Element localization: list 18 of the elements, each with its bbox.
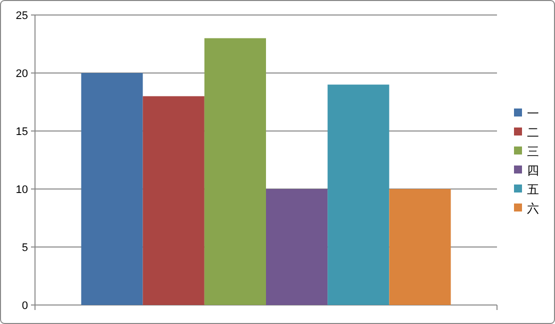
legend-label: 一 bbox=[527, 106, 539, 120]
legend-label: 三 bbox=[527, 144, 539, 158]
bar bbox=[204, 38, 266, 305]
bar bbox=[389, 189, 451, 305]
y-tick-label: 0 bbox=[22, 300, 28, 312]
bar bbox=[266, 189, 328, 305]
legend-label: 二 bbox=[527, 126, 539, 140]
legend-label: 六 bbox=[527, 202, 539, 216]
y-tick-label: 20 bbox=[16, 68, 28, 80]
bar bbox=[81, 73, 143, 305]
y-tick-label: 10 bbox=[16, 184, 28, 196]
bar bbox=[328, 84, 390, 305]
y-tick-label: 5 bbox=[22, 242, 28, 254]
legend-label: 五 bbox=[527, 182, 539, 196]
legend-label: 四 bbox=[527, 164, 539, 178]
y-tick-label: 15 bbox=[16, 126, 28, 138]
y-tick-label: 25 bbox=[16, 10, 28, 22]
bar bbox=[142, 96, 204, 305]
